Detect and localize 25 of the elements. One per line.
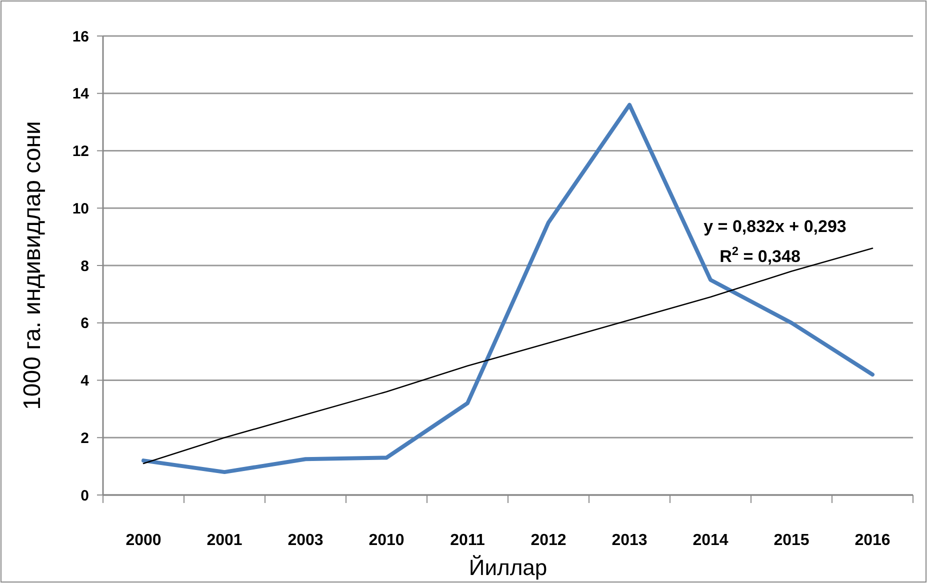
- x-tick-label: 2015: [774, 532, 810, 549]
- x-tick-label: 2016: [854, 532, 890, 549]
- x-tick-label: 2012: [530, 532, 566, 549]
- x-tick-label: 2013: [612, 532, 648, 549]
- line-series: [142, 102, 874, 474]
- y-tick-label: 12: [72, 143, 89, 160]
- y-tick-label: 4: [80, 372, 90, 390]
- x-tick-label: 2003: [288, 532, 324, 549]
- x-tick-label: 2000: [126, 532, 162, 549]
- y-axis-title: 1000 га. индивидлар сони: [19, 121, 46, 410]
- annotation: R$^{2}$ = 0,348: [720, 244, 800, 266]
- x-tick-label: 2010: [368, 532, 404, 549]
- x-tick-label: 2011: [450, 532, 485, 549]
- x-tick-label: 2001: [206, 532, 242, 549]
- annotation: y = 0,832x + 0,293: [704, 217, 846, 236]
- y-tick-label: 8: [80, 258, 89, 275]
- x-tick-label: 2014: [692, 532, 728, 549]
- y-tick-label: 0: [80, 487, 89, 504]
- y-tick-label: 2: [80, 430, 89, 447]
- y-tick-label: 16: [72, 28, 89, 46]
- y-tick-label: 6: [80, 315, 89, 332]
- line-series: [142, 248, 874, 464]
- x-axis-title: Йиллар: [468, 555, 548, 580]
- y-tick-label: 14: [72, 86, 90, 103]
- y-tick-label: 10: [72, 200, 89, 218]
